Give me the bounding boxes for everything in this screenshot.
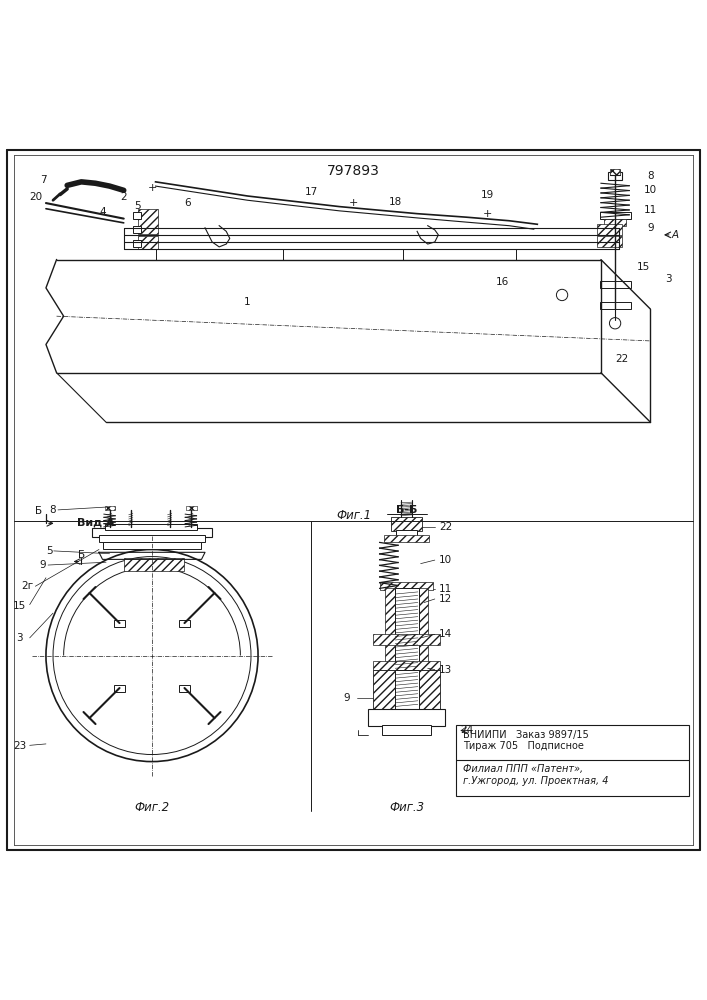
Text: Филиал ППП «Патент»,: Филиал ППП «Патент», [463, 764, 583, 774]
Circle shape [609, 318, 621, 329]
Bar [600, 302, 631, 309]
Text: 24: 24 [460, 725, 473, 735]
Bar [114, 620, 125, 627]
Bar [373, 634, 440, 645]
Text: 8: 8 [647, 171, 654, 181]
Text: г.Ужгород, ул. Проектная, 4: г.Ужгород, ул. Проектная, 4 [463, 776, 609, 786]
Text: 8: 8 [49, 505, 57, 515]
Text: 19: 19 [481, 190, 494, 200]
Text: 22: 22 [616, 354, 629, 364]
Bar [608, 172, 622, 180]
Text: 9: 9 [39, 560, 46, 570]
Text: 15: 15 [13, 601, 26, 611]
Bar [396, 530, 417, 537]
Bar [133, 240, 141, 247]
Bar [92, 528, 212, 537]
Text: Б: Б [35, 506, 42, 516]
Text: 13: 13 [439, 665, 452, 675]
Text: ВНИИПИ   Заказ 9897/15: ВНИИПИ Заказ 9897/15 [463, 730, 589, 740]
Bar [604, 219, 626, 226]
Bar [597, 236, 622, 247]
Bar [368, 709, 445, 726]
Bar [99, 535, 205, 542]
Text: 10: 10 [439, 555, 452, 565]
Bar [133, 212, 141, 219]
Text: 1: 1 [244, 297, 251, 307]
Bar [138, 236, 158, 249]
Text: 11: 11 [644, 205, 657, 215]
Bar [373, 661, 440, 670]
Text: 5: 5 [46, 546, 53, 556]
Bar [456, 725, 689, 796]
Bar [186, 506, 197, 510]
Bar [600, 281, 631, 288]
Bar [179, 620, 190, 627]
Bar [395, 670, 419, 709]
Text: 18: 18 [390, 197, 402, 207]
Text: 23: 23 [13, 741, 26, 751]
Bar [382, 725, 431, 735]
Bar [105, 524, 197, 530]
Text: 10: 10 [644, 185, 657, 195]
Text: 6: 6 [184, 198, 191, 208]
Text: 3: 3 [16, 633, 23, 643]
Text: 2г: 2г [21, 581, 33, 591]
Text: 2: 2 [120, 192, 127, 202]
Bar [124, 558, 184, 571]
Circle shape [556, 289, 568, 301]
Text: Б-Б: Б-Б [396, 505, 417, 515]
Text: 9: 9 [647, 223, 654, 233]
Bar [600, 212, 631, 219]
Text: 3: 3 [665, 274, 672, 284]
Text: +: + [349, 198, 358, 208]
Bar [380, 582, 433, 590]
Bar [105, 506, 115, 510]
Text: 22: 22 [439, 522, 452, 532]
Text: 4: 4 [99, 207, 106, 217]
Text: 5: 5 [134, 201, 141, 211]
Text: Фиг.2: Фиг.2 [134, 801, 170, 814]
Bar [179, 685, 190, 692]
Text: A: A [672, 230, 679, 240]
Text: 20: 20 [29, 192, 42, 202]
Text: +: + [483, 209, 493, 219]
Bar [391, 517, 422, 531]
Text: 797893: 797893 [327, 164, 380, 178]
Text: 15: 15 [637, 262, 650, 272]
Text: Фиг.1: Фиг.1 [336, 509, 371, 522]
Text: Фиг.3: Фиг.3 [389, 801, 424, 814]
Bar [103, 542, 201, 549]
Text: +: + [147, 183, 157, 193]
Bar [138, 209, 158, 234]
Bar [395, 588, 419, 670]
Text: 17: 17 [305, 187, 317, 197]
Text: 7: 7 [40, 175, 47, 185]
Text: Б: Б [78, 550, 85, 560]
Text: 12: 12 [439, 594, 452, 604]
Bar [373, 670, 440, 709]
Text: 14: 14 [439, 629, 452, 639]
Bar [114, 685, 125, 692]
Bar [419, 588, 428, 670]
Text: 16: 16 [496, 277, 508, 287]
Text: Тираж 705   Подписное: Тираж 705 Подписное [463, 741, 584, 751]
Bar [610, 169, 620, 175]
Text: Вид A: Вид A [76, 518, 115, 528]
Bar [133, 226, 141, 233]
Text: 11: 11 [439, 584, 452, 594]
Text: 9: 9 [343, 693, 350, 703]
Bar [385, 588, 395, 670]
Bar [384, 535, 429, 542]
Bar [597, 224, 622, 235]
